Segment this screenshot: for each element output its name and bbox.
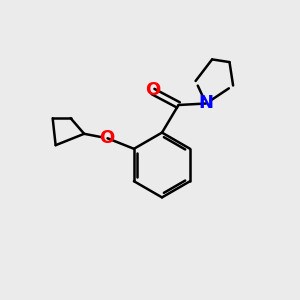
Text: N: N <box>199 94 214 112</box>
Text: O: O <box>99 129 115 147</box>
Text: O: O <box>146 81 160 99</box>
